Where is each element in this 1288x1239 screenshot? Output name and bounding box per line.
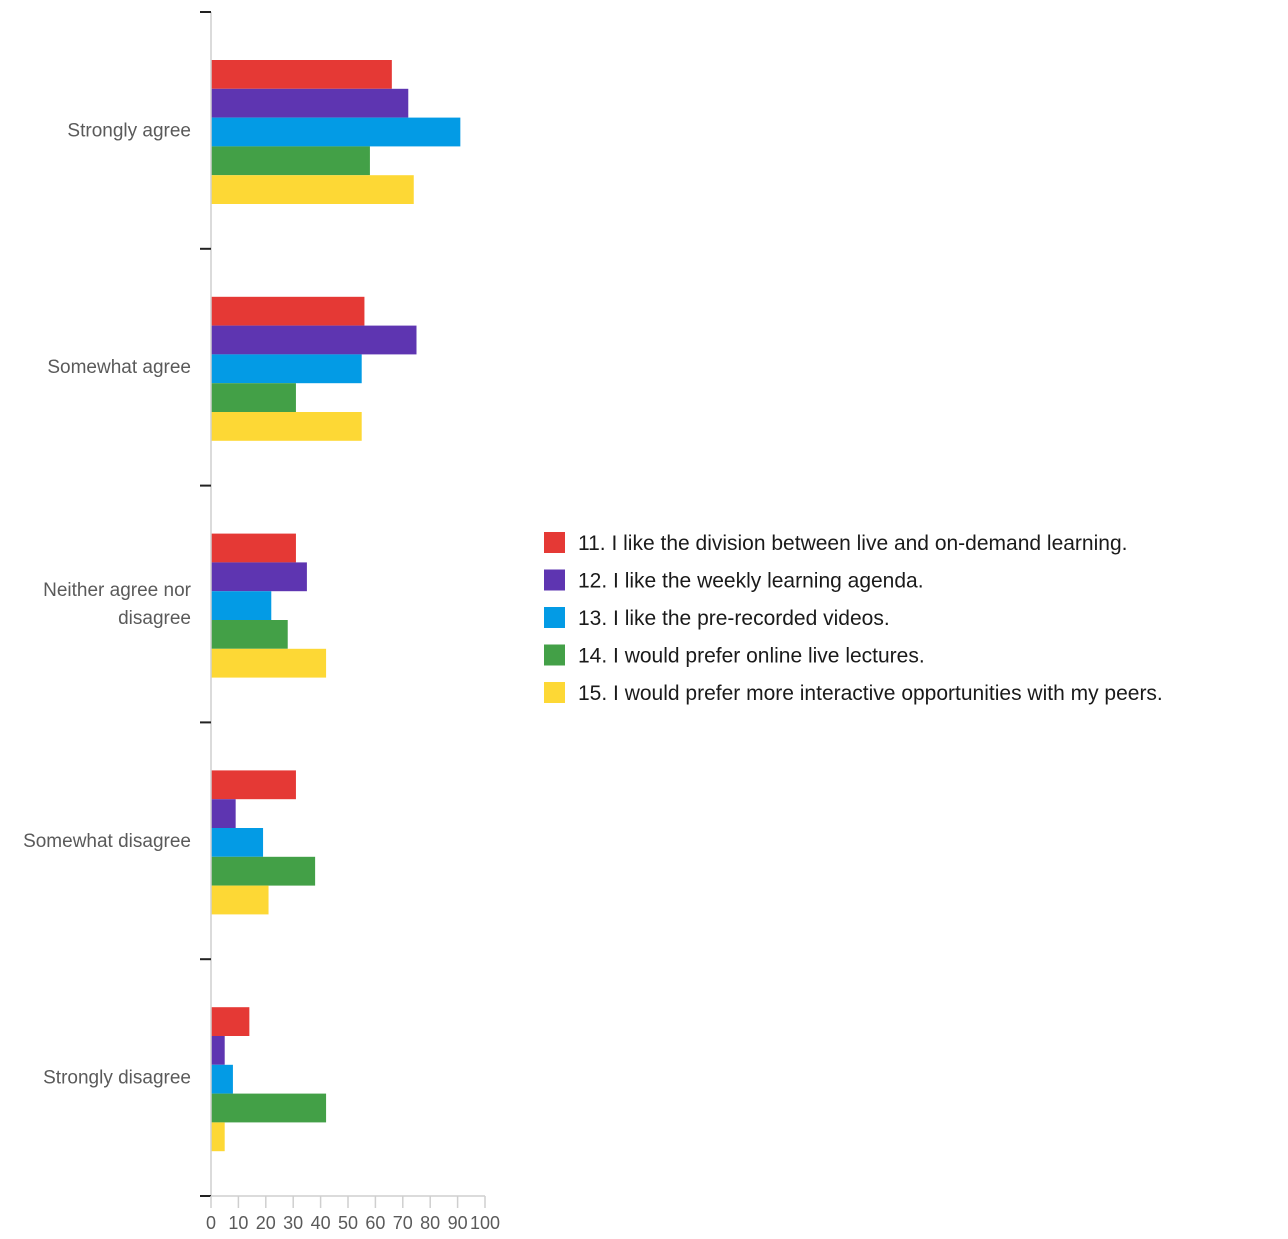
bar-s3-c3 xyxy=(211,591,272,620)
bar-s4-c2 xyxy=(211,383,296,412)
bar-s4-c5 xyxy=(211,1093,327,1123)
bar-s3-c1 xyxy=(211,117,461,147)
bar-s5-c2 xyxy=(211,412,362,441)
category-label: Neither agree nor disagree xyxy=(43,580,192,629)
bar-s1-c5 xyxy=(211,1007,250,1036)
x-tick-label: 60 xyxy=(365,1213,385,1233)
legend-label: 12. I like the weekly learning agenda. xyxy=(578,570,924,593)
x-tick-label: 10 xyxy=(228,1213,248,1233)
bar-s3-c5 xyxy=(211,1064,233,1094)
bar-s3-c2 xyxy=(211,354,362,384)
axes-group xyxy=(200,11,486,1208)
bar-s4-c1 xyxy=(211,146,370,176)
bar-s4-c3 xyxy=(211,620,288,649)
x-tick-label: 30 xyxy=(283,1213,303,1233)
legend-swatch xyxy=(544,607,565,628)
category-label: Somewhat agree xyxy=(47,357,191,378)
bar-s5-c3 xyxy=(211,648,327,678)
legend-swatch xyxy=(544,532,565,553)
legend-swatch xyxy=(544,682,565,703)
x-tick-label: 90 xyxy=(448,1213,468,1233)
x-tick-label: 50 xyxy=(338,1213,358,1233)
legend-label: 13. I like the pre-recorded videos. xyxy=(578,607,890,630)
x-tick-label: 100 xyxy=(470,1213,500,1233)
legend-label: 15. I would prefer more interactive oppo… xyxy=(578,682,1163,705)
category-label: Strongly agree xyxy=(67,120,191,141)
bar-s1-c3 xyxy=(211,533,296,563)
bar-s2-c4 xyxy=(211,799,236,828)
category-label: Strongly disagree xyxy=(43,1068,191,1089)
bar-s4-c4 xyxy=(211,856,316,886)
legend-label: 11. I like the division between live and… xyxy=(578,532,1127,555)
x-tick-labels: 0 10 20 30 40 50 60 70 80 90 100 xyxy=(206,1213,500,1233)
bars-group xyxy=(211,60,461,1152)
bar-s1-c4 xyxy=(211,770,296,800)
bar-s2-c1 xyxy=(211,88,409,118)
x-tick-label: 80 xyxy=(420,1213,440,1233)
bar-s2-c3 xyxy=(211,562,307,592)
legend-swatch xyxy=(544,644,565,666)
bar-s2-c5 xyxy=(211,1036,225,1065)
legend: 11. I like the division between live and… xyxy=(544,532,1163,705)
category-label: Somewhat disagree xyxy=(23,831,191,852)
bar-s5-c4 xyxy=(211,885,269,915)
category-labels: Strongly agree Somewhat agree Neither agre… xyxy=(23,120,192,1088)
x-tick-label: 70 xyxy=(393,1213,413,1233)
bar-s3-c4 xyxy=(211,828,264,857)
bar-s5-c5 xyxy=(211,1122,225,1152)
legend-label: 14. I would prefer online live lectures. xyxy=(578,645,925,668)
bar-s2-c2 xyxy=(211,325,417,355)
bar-s5-c1 xyxy=(211,175,414,204)
x-tick-label: 40 xyxy=(311,1213,331,1233)
bar-s1-c1 xyxy=(211,60,392,89)
x-tick-label: 0 xyxy=(206,1213,216,1233)
legend-swatch xyxy=(544,569,565,591)
x-tick-label: 20 xyxy=(256,1213,276,1233)
bar-s1-c2 xyxy=(211,296,365,326)
